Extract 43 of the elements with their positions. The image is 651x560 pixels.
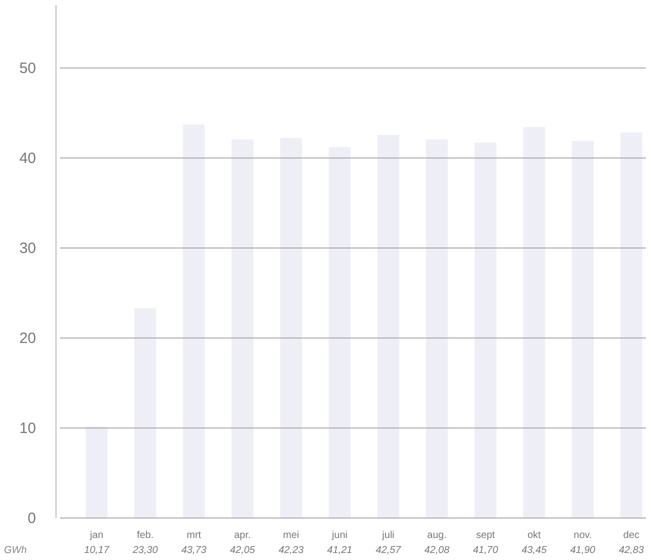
x-tick-label: aug. (427, 530, 447, 541)
data-label: 42,05 (230, 545, 256, 556)
data-label: 41,70 (473, 545, 498, 556)
y-tick-label: 20 (19, 330, 36, 347)
x-tick-label: sept (476, 530, 496, 541)
x-tick-label: nov. (574, 530, 592, 541)
y-tick-label: 50 (19, 60, 36, 77)
bar (377, 134, 400, 518)
y-tick-label: 10 (19, 420, 36, 437)
x-tick-label: jan (88, 530, 104, 541)
data-label: 23,30 (132, 545, 158, 556)
bar (328, 147, 351, 518)
x-tick-label: mrt (186, 530, 202, 541)
x-tick-label: apr. (234, 530, 251, 541)
bar (182, 124, 205, 518)
data-label: 41,21 (327, 545, 352, 556)
bar (86, 426, 108, 518)
bar (134, 308, 156, 518)
bar (280, 138, 302, 518)
x-tick-label: mei (283, 530, 300, 541)
data-label: 42,08 (424, 545, 450, 556)
x-tick-label: okt (527, 530, 542, 541)
y-tick-label: 30 (19, 240, 36, 257)
bar (232, 140, 254, 518)
data-label: 10,17 (84, 545, 110, 556)
x-tick-label: feb. (136, 530, 154, 541)
bar (474, 142, 496, 518)
bar (523, 126, 546, 518)
y-axis-title: GWh (4, 545, 28, 556)
x-tick-label: juni (330, 530, 348, 541)
data-label: 41,90 (570, 545, 596, 556)
x-tick-label: juli (381, 530, 394, 541)
x-tick-label: dec (623, 530, 640, 541)
data-label: 42,83 (618, 545, 644, 556)
bar (620, 132, 642, 518)
data-label: 43,73 (181, 545, 207, 556)
bar (572, 140, 594, 518)
y-tick-label: 40 (19, 150, 36, 167)
bar (426, 139, 448, 518)
data-label: 42,23 (278, 545, 304, 556)
data-label: 43,45 (522, 545, 548, 556)
y-tick-label: 0 (28, 510, 36, 527)
data-label: 42,57 (376, 545, 402, 556)
